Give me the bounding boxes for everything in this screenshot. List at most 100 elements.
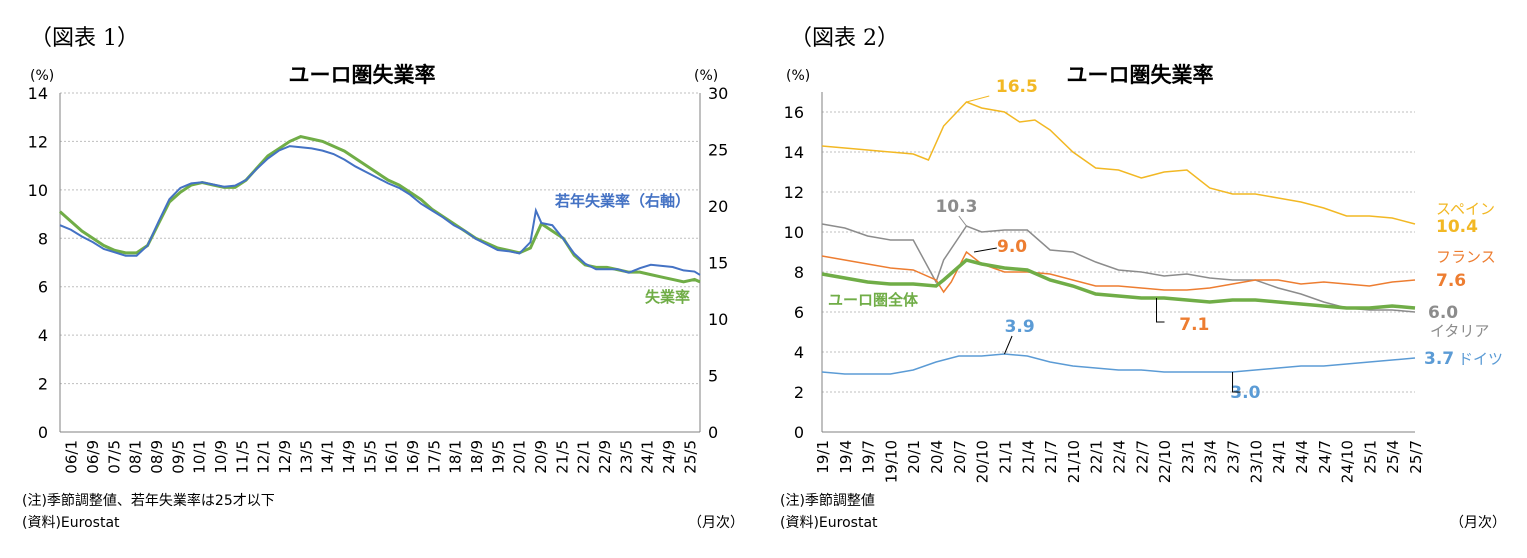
x-tick-label: 24/7: [1316, 440, 1334, 474]
leader-line: [1156, 298, 1165, 323]
x-tick-label: 10/1: [191, 440, 209, 474]
y-tick-label: 8: [794, 263, 804, 282]
series-label-youth: 若年失業率（右軸）: [554, 192, 690, 210]
figure1-period: （月次）: [688, 515, 744, 531]
x-tick-label: 23/7: [1225, 440, 1243, 474]
annotation-germany-point: 3.0: [1230, 383, 1260, 403]
annotation-germany-peak: 3.9: [1005, 317, 1035, 337]
x-tick-label: 20/10: [974, 440, 992, 483]
x-tick-label: 24/1: [1270, 440, 1288, 474]
end-label-france-value: 7.6: [1436, 271, 1466, 291]
end-label-spain-value: 10.4: [1436, 217, 1478, 237]
leader-line: [973, 247, 997, 253]
x-tick-label: 16/9: [404, 440, 422, 474]
x-tick-label: 22/9: [596, 440, 614, 474]
y-tick-label: 8: [38, 229, 48, 248]
y-tick-label: 6: [38, 278, 48, 297]
y2-tick-label: 5: [708, 367, 718, 386]
y-tick-label: 2: [794, 383, 804, 402]
y2-tick-label: 25: [708, 141, 728, 160]
x-tick-label: 19/10: [882, 440, 900, 483]
leader-line: [958, 215, 967, 227]
y2-tick-label: 0: [708, 423, 718, 442]
x-tick-label: 15/5: [361, 440, 379, 474]
figure2-label: （図表 2）: [790, 26, 899, 51]
x-tick-label: 24/1: [639, 440, 657, 474]
y2-tick-label: 10: [708, 310, 728, 329]
x-tick-label: 22/4: [1111, 440, 1129, 474]
y-tick-label: 2: [38, 375, 48, 394]
y-axis-unit: (%): [786, 68, 810, 84]
x-tick-label: 14/1: [319, 440, 337, 474]
x-tick-label: 06/9: [84, 440, 102, 474]
x-tick-label: 22/1: [575, 440, 593, 474]
y-tick-label: 10: [784, 223, 804, 242]
x-tick-label: 21/1: [996, 440, 1014, 474]
y-axis-unit: (%): [30, 68, 54, 84]
x-tick-label: 21/7: [1042, 440, 1060, 474]
y-tick-label: 4: [794, 343, 804, 362]
x-tick-label: 20/1: [905, 440, 923, 474]
x-tick-label: 08/1: [127, 440, 145, 474]
x-tick-label: 25/4: [1384, 440, 1402, 474]
x-tick-label: 19/7: [860, 440, 878, 474]
x-tick-label: 21/10: [1065, 440, 1083, 483]
x-tick-label: 21/5: [553, 440, 571, 474]
x-tick-label: 21/4: [1019, 440, 1037, 474]
x-tick-label: 14/9: [340, 440, 358, 474]
y2-axis-unit: (%): [694, 68, 718, 84]
x-tick-label: 22/10: [1156, 440, 1174, 483]
series-label-unemployment: 失業率: [645, 288, 690, 306]
y2-tick-label: 30: [708, 84, 728, 103]
x-tick-label: 06/1: [63, 440, 81, 474]
x-tick-label: 13/5: [297, 440, 315, 474]
x-tick-label: 18/9: [468, 440, 486, 474]
x-tick-label: 25/1: [1361, 440, 1379, 474]
x-tick-label: 20/7: [951, 440, 969, 474]
y2-tick-label: 20: [708, 197, 728, 216]
y-tick-label: 12: [28, 132, 48, 151]
annotation-france-peak: 9.0: [997, 237, 1027, 257]
figure1-label: （図表 1）: [30, 26, 139, 51]
annotation-spain-peak: 16.5: [996, 77, 1038, 97]
x-tick-label: 22/1: [1088, 440, 1106, 474]
series-line-youth-unemployment: [59, 145, 701, 276]
x-tick-label: 25/5: [681, 440, 699, 474]
x-tick-label: 20/4: [928, 440, 946, 474]
annotation-euro-point: 7.1: [1179, 315, 1209, 335]
leader-line: [1004, 335, 1013, 355]
x-tick-label: 23/5: [617, 440, 635, 474]
x-tick-label: 24/9: [660, 440, 678, 474]
x-tick-label: 25/7: [1407, 440, 1425, 474]
y-tick-label: 0: [38, 423, 48, 442]
x-tick-label: 09/5: [169, 440, 187, 474]
x-tick-label: 19/1: [814, 440, 832, 474]
end-label-italy-value: 6.0: [1428, 303, 1458, 323]
x-tick-label: 10/9: [212, 440, 230, 474]
x-tick-label: 19/4: [837, 440, 855, 474]
end-label-euro-area-name: ユーロ圏全体: [828, 291, 919, 309]
end-label-germany-name: ドイツ: [1458, 350, 1503, 368]
end-label-italy-name: イタリア: [1430, 322, 1489, 340]
series-line-germany: [821, 353, 1416, 375]
series-line-france: [821, 250, 1416, 294]
end-label-france-name: フランス: [1436, 248, 1496, 266]
chart-title: ユーロ圏失業率: [1067, 63, 1214, 87]
series-line-italy: [821, 223, 1416, 313]
x-tick-label: 22/7: [1133, 440, 1151, 474]
series-line-spain: [821, 101, 1416, 225]
y-tick-label: 0: [794, 423, 804, 442]
y-tick-label: 10: [28, 181, 48, 200]
y-tick-label: 12: [784, 183, 804, 202]
y-tick-label: 14: [28, 84, 48, 103]
x-tick-label: 16/1: [383, 440, 401, 474]
x-tick-label: 07/5: [105, 440, 123, 474]
x-tick-label: 20/9: [532, 440, 550, 474]
x-tick-label: 17/5: [425, 440, 443, 474]
x-tick-label: 24/4: [1293, 440, 1311, 474]
end-label-spain-name: スペイン: [1436, 200, 1495, 218]
figure1-note: (注)季節調整値、若年失業率は25才以下: [22, 493, 275, 509]
x-tick-label: 23/1: [1179, 440, 1197, 474]
leader-line: [1232, 372, 1241, 393]
